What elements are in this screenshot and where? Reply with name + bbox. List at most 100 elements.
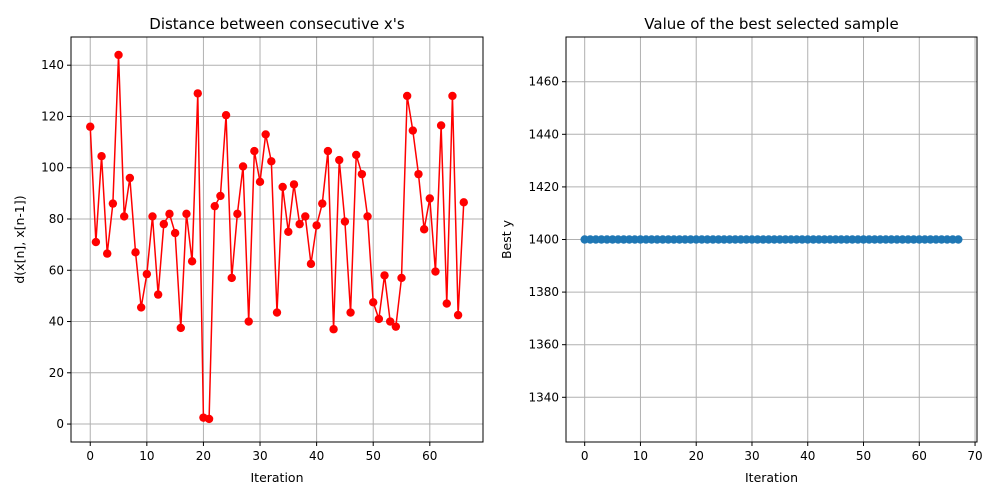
y-tick-label: 100: [41, 161, 64, 175]
x-tick-label: 60: [422, 449, 437, 463]
data-point: [210, 201, 219, 211]
chart-title-right: Value of the best selected sample: [644, 15, 898, 33]
x-tick-label: 60: [912, 449, 927, 463]
x-tick-label: 40: [309, 449, 324, 463]
tick-layer-left: 0 10 20 30 40 50 60 0 20 40 60 80 100 120 140: [41, 58, 437, 463]
grid-layer-left: [71, 37, 483, 442]
data-point: [108, 199, 118, 208]
data-point: [233, 209, 242, 219]
x-tick-label: 20: [196, 449, 211, 463]
data-point: [425, 194, 434, 203]
data-point: [193, 89, 202, 98]
data-point: [153, 290, 163, 299]
data-point: [204, 414, 214, 424]
y-axis-label-left: d(x[n], x[n-1]): [12, 195, 27, 283]
data-point: [954, 235, 963, 244]
data-point: [176, 323, 185, 333]
data-point: [216, 191, 225, 201]
data-point: [431, 267, 440, 276]
data-point: [363, 212, 372, 221]
data-point: [357, 169, 367, 179]
y-tick-label: 40: [49, 315, 64, 329]
chart-right: 0 10 20 30 40 50 60 70 1340 1360 1380 1400 1420 1440 1…: [499, 15, 983, 485]
data-point: [301, 212, 310, 221]
data-point: [170, 228, 180, 238]
data-point: [448, 91, 457, 101]
tick-layer-right: 0 10 20 30 40 50 60 70 1340 1360 1380 1400 1420 1440 1…: [528, 75, 982, 463]
chart-title-left: Distance between consecutive x's: [149, 15, 405, 33]
y-tick-label: 80: [49, 212, 64, 226]
data-point: [182, 209, 191, 219]
data-point: [374, 314, 384, 324]
y-tick-label: 1380: [528, 285, 559, 299]
data-point: [278, 182, 287, 192]
y-axis-label-right: Best y: [499, 219, 514, 259]
data-point: [436, 121, 446, 130]
data-point: [295, 219, 304, 229]
data-point: [414, 169, 423, 179]
data-point: [419, 225, 429, 234]
x-axis-label-left: Iteration: [250, 470, 303, 485]
data-point: [306, 259, 316, 269]
y-tick-label: 1360: [528, 338, 559, 352]
y-tick-label: 60: [49, 263, 64, 277]
data-point: [312, 221, 321, 230]
x-tick-label: 10: [633, 449, 648, 463]
series-layer-left: [86, 50, 468, 424]
data-point: [335, 155, 344, 165]
x-tick-label: 30: [252, 449, 267, 463]
data-point: [267, 157, 276, 166]
data-point: [131, 248, 140, 257]
data-point: [187, 257, 197, 266]
data-point: [136, 303, 146, 312]
data-point: [114, 50, 123, 60]
x-tick-label: 70: [967, 449, 982, 463]
data-point: [397, 273, 406, 283]
data-point: [391, 322, 401, 331]
y-tick-label: 1420: [528, 180, 559, 194]
x-tick-label: 0: [86, 449, 94, 463]
x-tick-label: 10: [139, 449, 154, 463]
y-tick-label: 1400: [528, 233, 559, 247]
data-point: [97, 151, 106, 161]
data-point: [165, 209, 174, 219]
data-point: [346, 308, 355, 317]
data-point: [91, 237, 101, 247]
data-point: [369, 298, 378, 307]
data-point: [86, 122, 95, 131]
data-point: [459, 198, 468, 207]
data-point: [385, 317, 395, 326]
data-point: [323, 146, 333, 156]
data-point: [125, 173, 135, 183]
y-tick-label: 1440: [528, 127, 559, 141]
data-point: [159, 219, 169, 229]
y-tick-label: 0: [56, 417, 64, 431]
data-point: [255, 177, 265, 187]
data-point: [289, 180, 299, 189]
series-layer-right: [580, 235, 963, 244]
x-tick-label: 40: [800, 449, 815, 463]
plot-frame-left: [70, 36, 484, 443]
y-tick-label: 1460: [528, 75, 559, 89]
data-point: [284, 227, 293, 237]
chart-left: 0 10 20 30 40 50 60 0 20 40 60 80 100 120 140 Distance…: [12, 15, 484, 485]
data-point: [453, 310, 463, 320]
x-tick-label: 50: [366, 449, 381, 463]
data-point: [408, 126, 418, 135]
x-tick-label: 50: [856, 449, 871, 463]
y-tick-label: 1340: [528, 390, 559, 404]
data-point: [261, 130, 270, 139]
data-point: [103, 249, 112, 258]
data-point: [227, 273, 236, 283]
data-point: [244, 317, 253, 326]
data-point: [380, 271, 389, 280]
data-point: [340, 217, 350, 226]
y-tick-label: 120: [41, 109, 64, 123]
data-point: [148, 212, 157, 221]
data-point: [442, 299, 451, 308]
y-tick-label: 140: [41, 58, 64, 72]
data-point: [402, 91, 412, 101]
x-axis-label-right: Iteration: [745, 470, 798, 485]
x-tick-label: 0: [581, 449, 589, 463]
